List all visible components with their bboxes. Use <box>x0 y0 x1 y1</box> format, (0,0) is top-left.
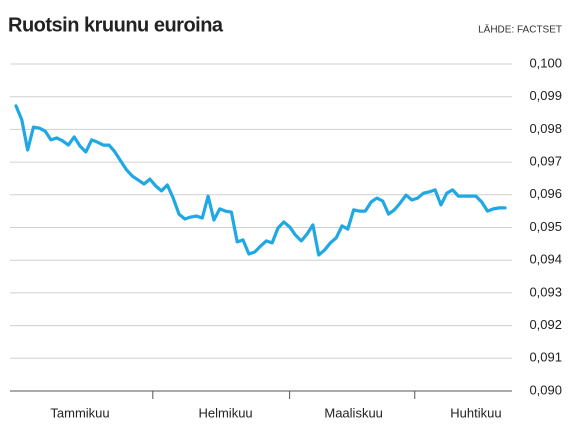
chart-title: Ruotsin kruunu euroina <box>8 14 224 36</box>
y-tick-label: 0,100 <box>529 55 562 70</box>
y-tick-label: 0,093 <box>529 284 562 299</box>
line <box>14 104 507 257</box>
y-tick-label: 0,098 <box>529 121 562 136</box>
x-tick-label: Helmikuu <box>198 405 252 420</box>
y-tick-label: 0,092 <box>529 317 562 332</box>
y-tick-label: 0,099 <box>529 88 562 103</box>
source: LÄHDE: FACTSET <box>478 24 562 36</box>
y-tick-label: 0,090 <box>529 382 562 397</box>
y-tick-label: 0,097 <box>529 154 562 169</box>
y-tick-label: 0,094 <box>529 252 562 267</box>
y-tick-label: 0,096 <box>529 186 562 201</box>
y-tick-label: 0,091 <box>529 350 562 365</box>
x-tick-label: Maaliskuu <box>324 405 383 420</box>
x-tick-label: Huhtikuu <box>450 405 501 420</box>
x-tick-label: Tammikuu <box>50 405 109 420</box>
y-tick-label: 0,095 <box>529 219 562 234</box>
